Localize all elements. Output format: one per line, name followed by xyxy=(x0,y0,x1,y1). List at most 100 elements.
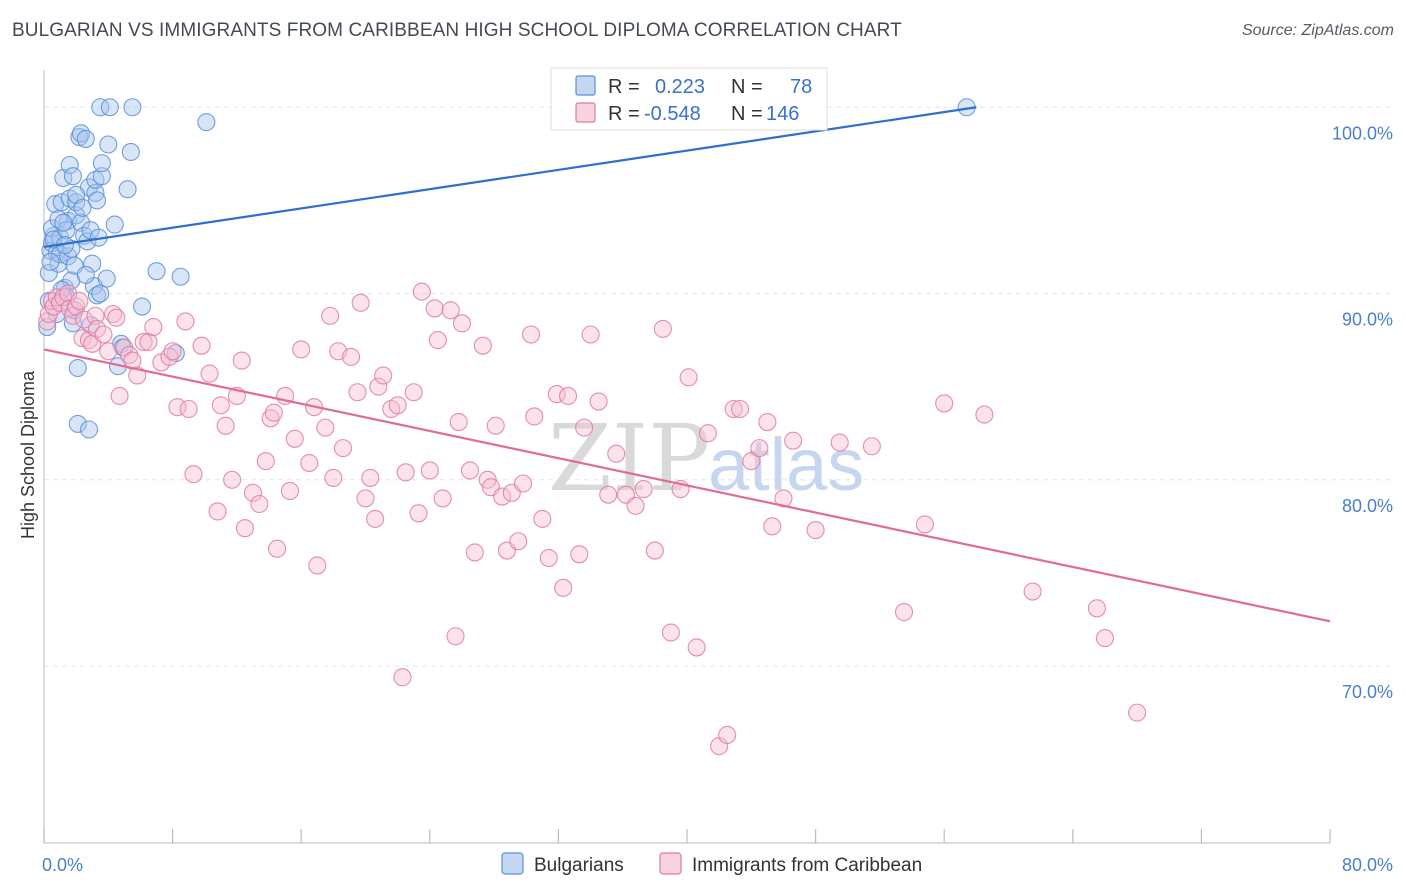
point-caribbean-32 xyxy=(163,342,182,361)
point-caribbean-70 xyxy=(369,377,388,396)
point-caribbean-40 xyxy=(211,396,230,415)
point-caribbean-61 xyxy=(324,468,343,487)
point-caribbean-130 xyxy=(784,431,803,450)
point-caribbean-102 xyxy=(547,385,566,404)
point-caribbean-31 xyxy=(160,347,179,366)
point-bulgarians-51 xyxy=(105,215,124,234)
point-bulgarians-69 xyxy=(67,185,86,204)
legend-r-value-0: 0.223 xyxy=(655,76,705,98)
chart-title: BULGARIAN VS IMMIGRANTS FROM CARIBBEAN H… xyxy=(12,20,902,41)
point-caribbean-75 xyxy=(396,463,415,482)
point-caribbean-97 xyxy=(513,474,533,493)
point-caribbean-39 xyxy=(208,502,227,521)
point-bulgarians-77 xyxy=(54,213,73,232)
legend-swatch-bulgarians xyxy=(575,75,596,96)
point-caribbean-13 xyxy=(75,310,94,329)
legend-n-label-0: N = xyxy=(731,76,763,98)
point-caribbean-137 xyxy=(975,405,994,424)
x-tick-label-min: 0.0% xyxy=(42,855,83,875)
point-bulgarians-49 xyxy=(99,135,118,154)
point-caribbean-141 xyxy=(1128,703,1147,722)
point-caribbean-66 xyxy=(351,293,370,312)
point-caribbean-47 xyxy=(250,494,269,514)
point-caribbean-73 xyxy=(388,396,407,415)
point-caribbean-133 xyxy=(862,437,881,456)
point-caribbean-122 xyxy=(718,725,737,745)
point-caribbean-59 xyxy=(316,418,335,437)
point-bulgarians-41 xyxy=(87,191,107,210)
point-caribbean-85 xyxy=(449,412,468,432)
legend-r-label-0: R = xyxy=(608,76,640,98)
point-caribbean-129 xyxy=(774,489,793,508)
point-caribbean-11 xyxy=(70,291,89,311)
series-caribbean-points xyxy=(38,282,1147,756)
point-bulgarians-34 xyxy=(79,420,99,439)
point-bulgarians-62 xyxy=(197,113,216,132)
point-bulgarians-44 xyxy=(91,284,110,303)
point-caribbean-139 xyxy=(1087,599,1106,618)
point-caribbean-103 xyxy=(554,578,573,597)
point-bulgarians-50 xyxy=(100,98,119,117)
point-caribbean-86 xyxy=(452,314,472,333)
point-caribbean-74 xyxy=(393,668,412,687)
point-caribbean-54 xyxy=(285,429,304,448)
watermark-zip: ZIP xyxy=(548,405,710,512)
y-axis-tick-labels: 70.0% 80.0% 90.0% 100.0% xyxy=(1332,123,1393,702)
y-tick-label-1: 80.0% xyxy=(1342,496,1393,516)
point-bulgarians-76 xyxy=(76,265,95,284)
point-caribbean-36 xyxy=(184,465,203,484)
watermark-atlas: atlas xyxy=(708,423,864,506)
point-caribbean-88 xyxy=(465,543,484,562)
point-caribbean-82 xyxy=(433,489,452,508)
point-caribbean-10 xyxy=(67,297,86,316)
point-bulgarians-61 xyxy=(171,267,190,286)
point-caribbean-115 xyxy=(653,319,672,338)
point-caribbean-116 xyxy=(661,623,680,642)
stats-legend-box xyxy=(550,67,828,131)
point-bulgarians-25 xyxy=(68,358,87,378)
trend-line-bulgarians xyxy=(43,106,977,249)
point-caribbean-51 xyxy=(268,539,287,558)
point-caribbean-126 xyxy=(750,439,769,458)
gridlines xyxy=(44,106,1392,667)
point-bulgarians-47 xyxy=(92,154,111,173)
point-caribbean-104 xyxy=(558,386,578,406)
point-bulgarians-64 xyxy=(44,230,63,249)
point-caribbean-106 xyxy=(575,418,594,437)
point-caribbean-37 xyxy=(192,336,211,355)
point-caribbean-34 xyxy=(176,312,195,331)
point-bulgarians-42 xyxy=(87,286,107,305)
point-caribbean-132 xyxy=(830,433,849,452)
point-caribbean-93 xyxy=(493,487,512,506)
point-caribbean-101 xyxy=(539,548,558,568)
point-caribbean-99 xyxy=(525,407,544,426)
series-legend-swatch-caribbean xyxy=(659,852,682,875)
point-caribbean-138 xyxy=(1023,582,1042,601)
legend-r-value-1: -0.548 xyxy=(644,103,701,125)
point-caribbean-136 xyxy=(935,394,954,413)
point-caribbean-0 xyxy=(38,312,57,331)
chart-source: Source: ZipAtlas.com xyxy=(1241,22,1394,39)
point-bulgarians-70 xyxy=(73,198,92,217)
point-caribbean-68 xyxy=(361,468,380,487)
point-caribbean-49 xyxy=(261,409,280,428)
point-caribbean-21 xyxy=(107,308,126,327)
legend-n-value-1: 146 xyxy=(766,103,799,125)
point-caribbean-83 xyxy=(441,301,460,320)
point-caribbean-84 xyxy=(446,627,465,646)
y-tick-label-0: 70.0% xyxy=(1342,682,1393,702)
point-bulgarians-48 xyxy=(97,269,116,288)
point-caribbean-123 xyxy=(724,399,743,419)
point-caribbean-118 xyxy=(679,368,698,387)
point-caribbean-107 xyxy=(581,325,600,344)
y-tick-label-2: 90.0% xyxy=(1342,310,1393,330)
point-bulgarians-55 xyxy=(118,180,137,199)
point-caribbean-87 xyxy=(460,461,480,480)
axes xyxy=(43,70,1331,844)
point-bulgarians-71 xyxy=(41,252,60,271)
point-caribbean-44 xyxy=(232,351,251,370)
point-caribbean-56 xyxy=(300,453,319,473)
point-caribbean-124 xyxy=(730,399,750,419)
point-caribbean-114 xyxy=(645,541,664,560)
